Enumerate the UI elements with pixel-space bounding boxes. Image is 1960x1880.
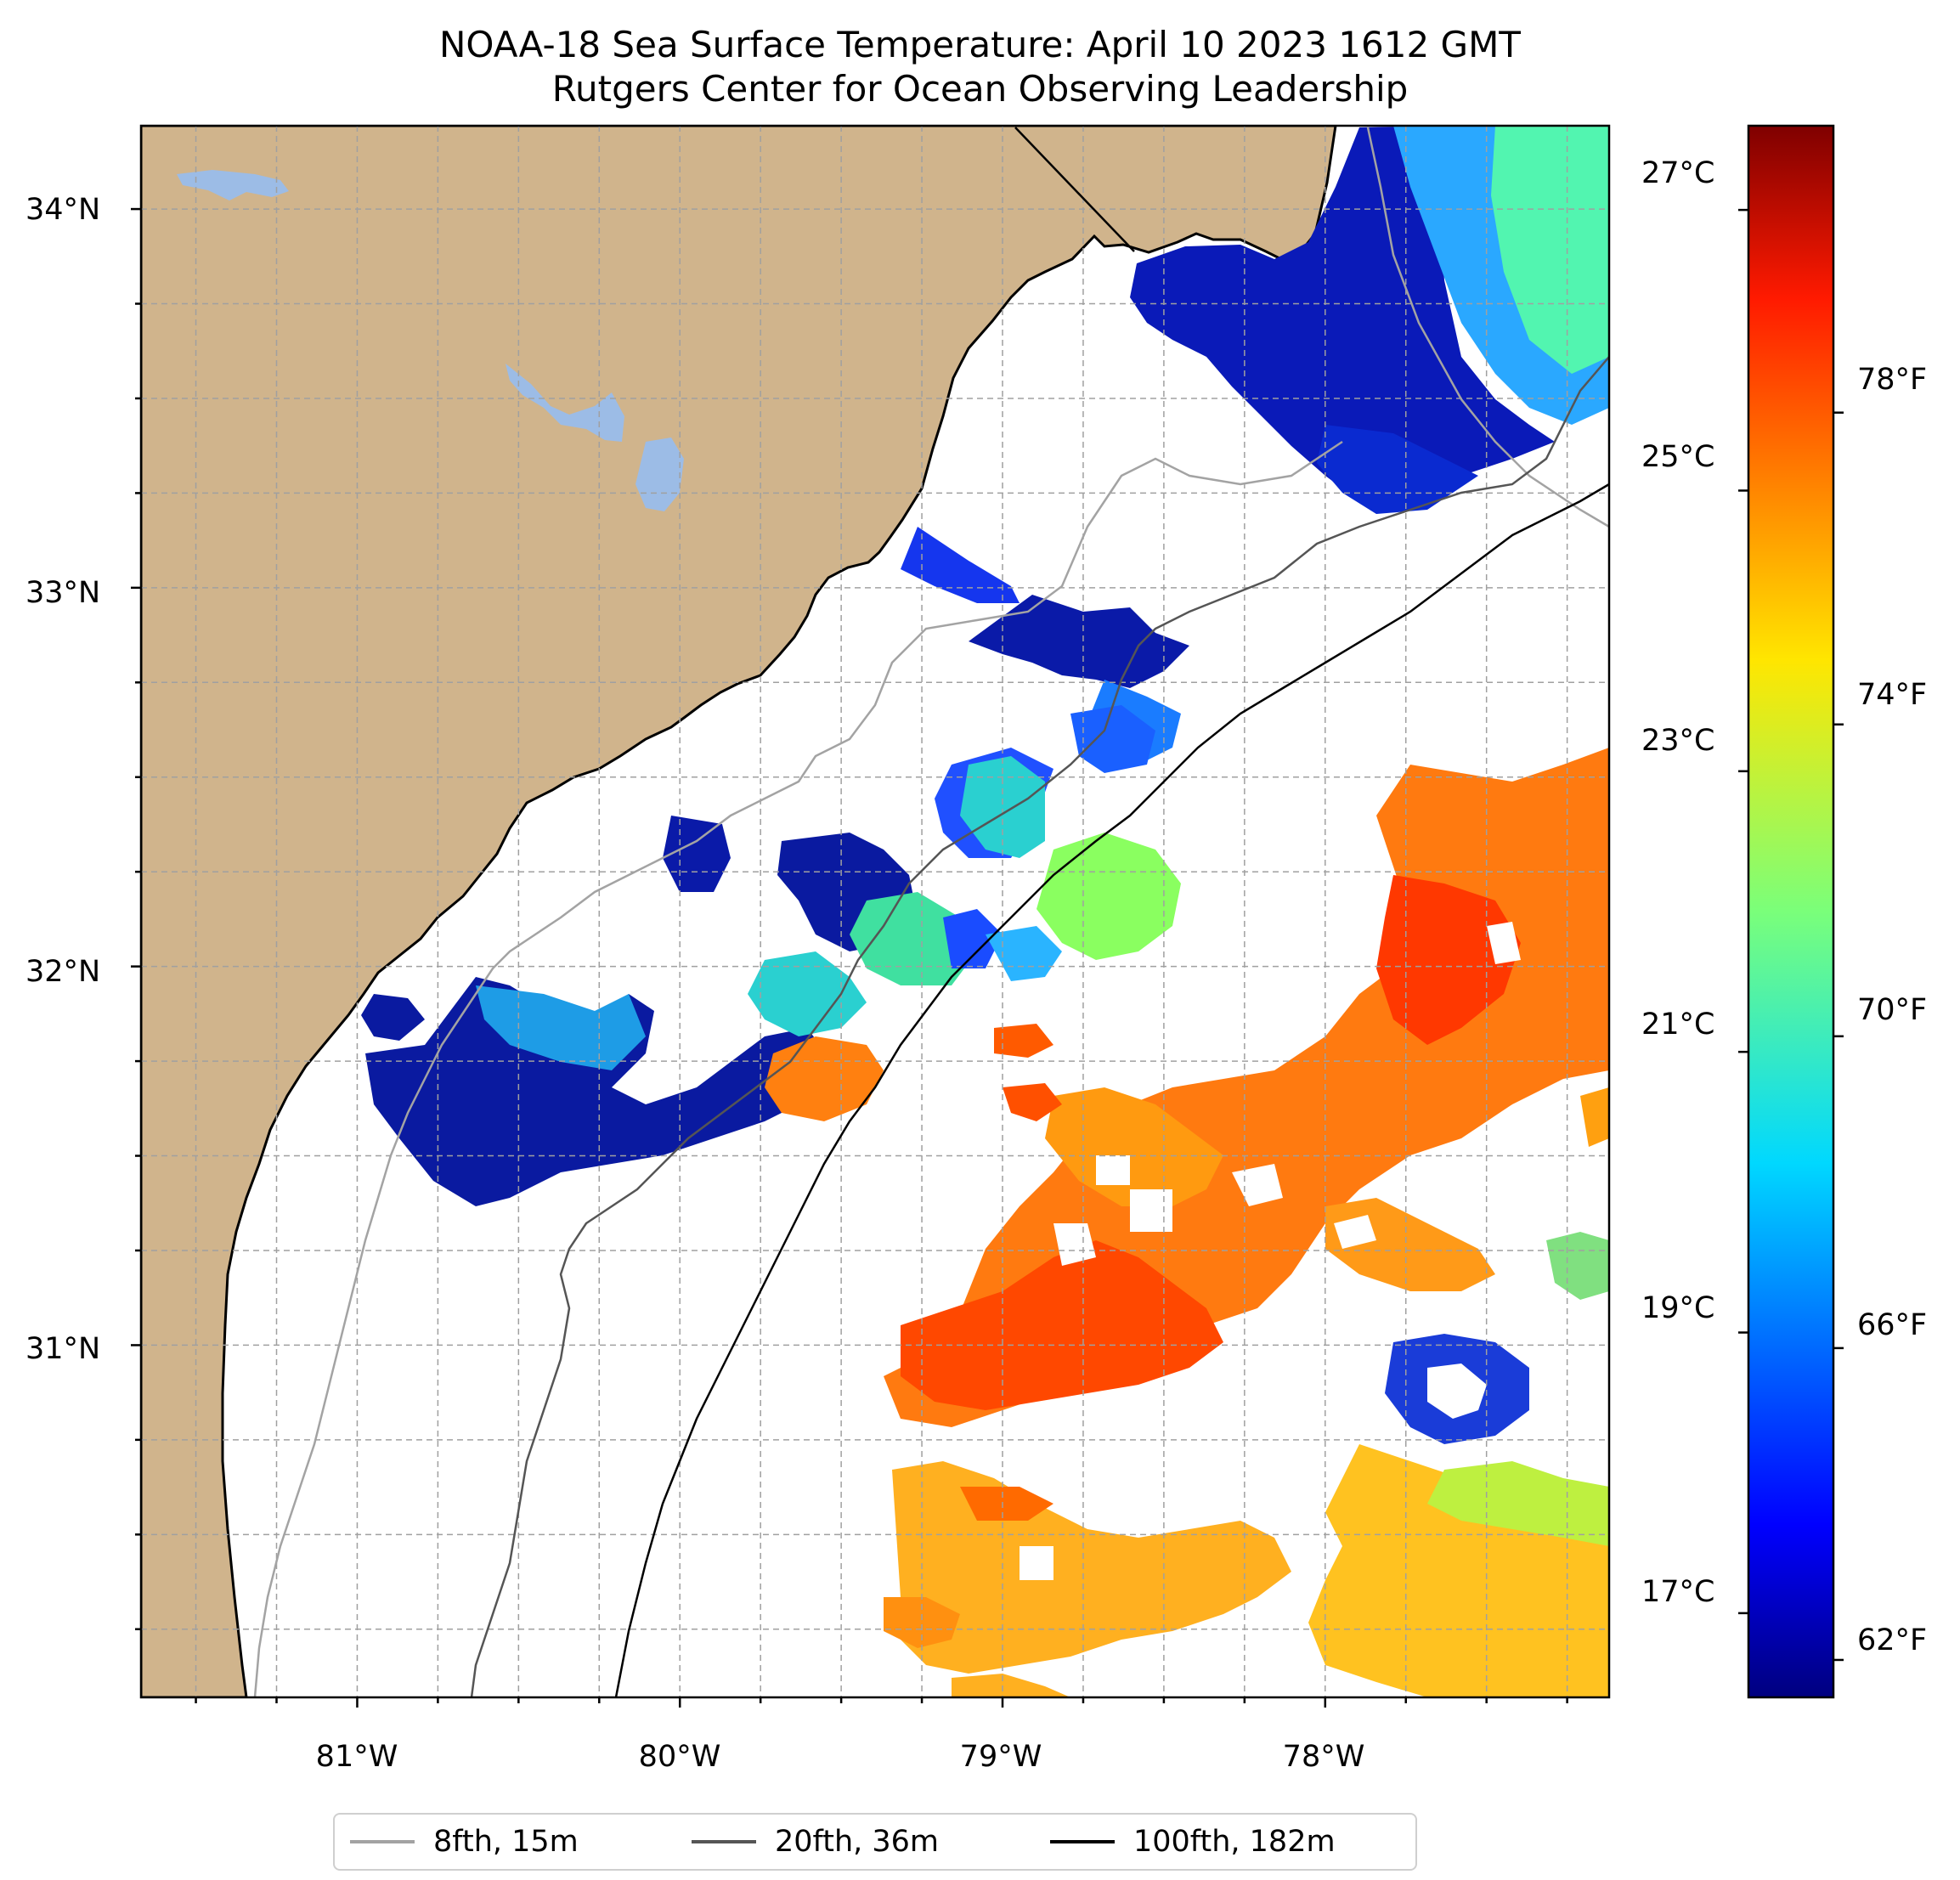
legend-swatch-100fth bbox=[1050, 1840, 1115, 1843]
lon-label-81w: 81°W bbox=[315, 1740, 398, 1774]
lat-label-31n: 31°N bbox=[25, 1332, 101, 1366]
lat-label-34n: 34°N bbox=[25, 193, 101, 227]
colorbar-celsius-17: 17°C bbox=[1641, 1575, 1715, 1609]
legend: 8fth, 15m 20fth, 36m 100fth, 182m bbox=[333, 1813, 1417, 1871]
legend-label-8fth: 8fth, 15m bbox=[433, 1825, 579, 1859]
colorbar-fahrenheit-62: 62°F bbox=[1857, 1623, 1928, 1657]
map-title: NOAA-18 Sea Surface Temperature: April 1… bbox=[439, 24, 1521, 65]
contour-8fth bbox=[253, 127, 1609, 1697]
lon-label-79w: 79°W bbox=[959, 1740, 1042, 1774]
cold-coastal-sst bbox=[361, 126, 1609, 1206]
lon-label-80w: 80°W bbox=[638, 1740, 721, 1774]
cloud-gaps bbox=[1020, 922, 1521, 1580]
colorbar-ticks bbox=[1738, 208, 1844, 1662]
state-boundary bbox=[1014, 127, 1135, 252]
lat-label-32n: 32°N bbox=[25, 955, 101, 989]
lat-label-33n: 33°N bbox=[25, 576, 101, 610]
colorbar-celsius-27: 27°C bbox=[1641, 156, 1715, 190]
land bbox=[141, 126, 1337, 1697]
warm-offshore-sst bbox=[765, 748, 1609, 1697]
colorbar-celsius-23: 23°C bbox=[1641, 724, 1715, 758]
map-subtitle: Rutgers Center for Ocean Observing Leade… bbox=[551, 68, 1409, 110]
colorbar-fahrenheit-70: 70°F bbox=[1857, 993, 1928, 1027]
map-frame bbox=[139, 124, 1611, 1699]
legend-item-8fth: 8fth, 15m bbox=[350, 1815, 579, 1869]
colorbar-fahrenheit-78: 78°F bbox=[1857, 363, 1928, 397]
legend-label-100fth: 100fth, 182m bbox=[1133, 1825, 1336, 1859]
colorbar bbox=[1747, 124, 1835, 1699]
axis-ticks bbox=[131, 207, 1568, 1708]
colorbar-celsius-21: 21°C bbox=[1641, 1008, 1715, 1042]
gridlines bbox=[141, 126, 1609, 1697]
legend-item-100fth: 100fth, 182m bbox=[1050, 1815, 1336, 1869]
legend-label-20fth: 20fth, 36m bbox=[775, 1825, 940, 1859]
colorbar-celsius-25: 25°C bbox=[1641, 440, 1715, 474]
colorbar-fahrenheit-74: 74°F bbox=[1857, 678, 1928, 712]
legend-swatch-8fth bbox=[350, 1840, 415, 1843]
colorbar-celsius-19: 19°C bbox=[1641, 1291, 1715, 1325]
contour-100fth bbox=[614, 483, 1609, 1697]
legend-swatch-20fth bbox=[692, 1840, 756, 1843]
lon-label-78w: 78°W bbox=[1282, 1740, 1365, 1774]
legend-item-20fth: 20fth, 36m bbox=[692, 1815, 939, 1869]
colorbar-fahrenheit-66: 66°F bbox=[1857, 1308, 1928, 1342]
contour-20fth bbox=[470, 356, 1609, 1697]
